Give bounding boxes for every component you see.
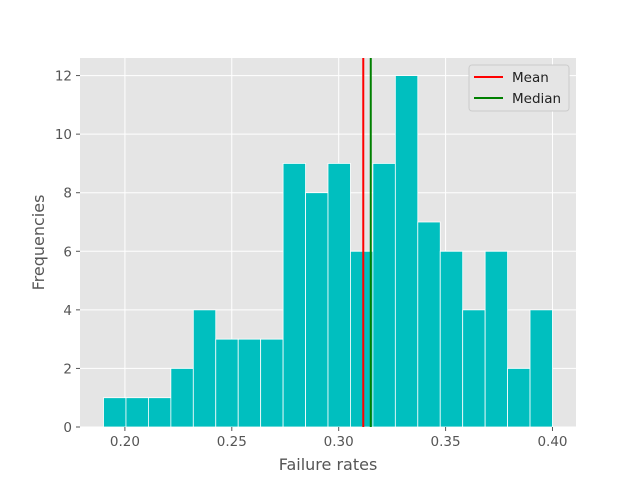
x-tick-label: 0.20 bbox=[110, 434, 140, 450]
histogram-bar bbox=[148, 397, 172, 428]
histogram-bar bbox=[282, 163, 306, 428]
legend-label-mean: Mean bbox=[512, 70, 549, 86]
x-tick-label: 0.40 bbox=[537, 434, 567, 450]
y-tick-label: 6 bbox=[63, 244, 72, 260]
histogram-bar bbox=[462, 309, 486, 428]
histogram-bar bbox=[103, 397, 127, 428]
histogram-bar bbox=[237, 338, 262, 428]
reference-lines bbox=[362, 58, 372, 427]
x-tick-label: 0.35 bbox=[431, 434, 461, 450]
histogram-bar bbox=[260, 338, 284, 428]
y-axis-ticks: 0 2 4 6 8 10 12 bbox=[55, 69, 80, 436]
histogram-bars bbox=[103, 75, 553, 428]
legend: Mean Median bbox=[468, 64, 570, 112]
histogram-bar bbox=[125, 397, 149, 428]
x-axis-ticks: 0.20 0.25 0.30 0.35 0.40 bbox=[110, 427, 568, 450]
x-tick-label: 0.25 bbox=[217, 434, 247, 450]
histogram-bar bbox=[215, 338, 239, 428]
y-tick-label: 8 bbox=[63, 186, 72, 202]
x-tick-label: 0.30 bbox=[324, 434, 354, 450]
histogram-bar bbox=[305, 192, 329, 428]
histogram-bar bbox=[372, 163, 396, 428]
histogram-bar bbox=[484, 250, 508, 428]
y-axis-label: Frequencies bbox=[29, 195, 48, 291]
histogram-bar bbox=[327, 163, 351, 428]
y-tick-label: 12 bbox=[55, 69, 72, 85]
legend-label-median: Median bbox=[512, 91, 561, 107]
histogram-bar bbox=[439, 250, 464, 428]
y-tick-label: 4 bbox=[63, 303, 72, 319]
histogram-bar bbox=[417, 221, 441, 428]
y-tick-label: 0 bbox=[63, 420, 72, 436]
y-tick-label: 10 bbox=[55, 127, 72, 143]
histogram-bar bbox=[170, 368, 194, 428]
histogram-bar bbox=[350, 250, 374, 428]
x-axis-label: Failure rates bbox=[279, 455, 378, 474]
histogram-bar bbox=[192, 309, 217, 428]
histogram-bar bbox=[529, 309, 553, 428]
histogram-bar bbox=[394, 75, 419, 428]
y-tick-label: 2 bbox=[63, 361, 72, 377]
histogram-bar bbox=[507, 368, 531, 428]
